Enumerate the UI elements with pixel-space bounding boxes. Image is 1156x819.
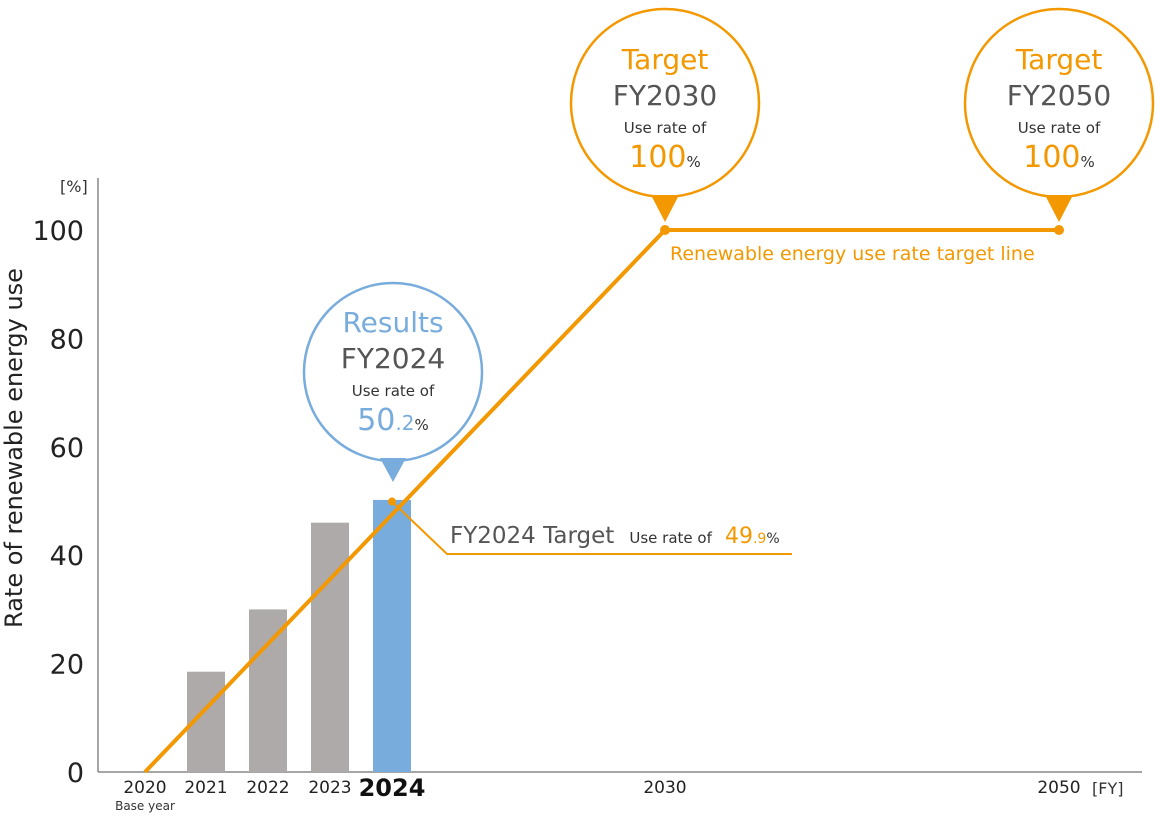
x-tick-2022: 2022 — [246, 778, 289, 798]
callout-results-head: Results — [342, 306, 443, 339]
callout-2030-sub: Use rate of — [624, 119, 707, 137]
callout-2050-head: Target — [1015, 43, 1103, 76]
callout-2050-sub: Use rate of — [1018, 119, 1101, 137]
fy2024-target-annotation: FY2024 Target Use rate of 49.9% — [450, 523, 780, 549]
callout-results-value: 50.2% — [357, 403, 429, 438]
y-tick-0: 0 — [67, 758, 84, 789]
callout-results-2024: Results FY2024 Use rate of 50.2% — [302, 281, 484, 482]
callout-target-2050: Target FY2050 Use rate of 100% — [963, 7, 1155, 222]
y-tick-60: 60 — [50, 433, 84, 464]
bar-2022 — [249, 609, 287, 772]
callout-results-sub: Use rate of — [352, 382, 435, 400]
target-point-2030 — [660, 225, 670, 235]
callout-2030-value: 100% — [629, 140, 701, 175]
callout-results-fy: FY2024 — [341, 342, 445, 375]
callout-2050-pointer — [1045, 195, 1073, 222]
y-tick-20: 20 — [50, 650, 84, 681]
callout-2030-pointer — [651, 195, 679, 222]
fy2024-target-value-main: 49 — [725, 524, 753, 549]
x-tick-2020: 2020 — [123, 778, 166, 798]
callout-2030-head: Target — [621, 43, 709, 76]
y-axis-label: Rate of renewable energy use — [0, 268, 28, 628]
callout-2030-value-num: 100 — [629, 140, 686, 175]
callout-target-2030: Target FY2030 Use rate of 100% — [569, 7, 761, 222]
fy2024-target-leader — [391, 500, 792, 555]
x-tick-sub-2020: Base year — [115, 799, 175, 813]
y-tick-100: 100 — [32, 216, 84, 247]
y-tick-80: 80 — [50, 324, 84, 355]
y-tick-40: 40 — [50, 541, 84, 572]
callout-results-pct: % — [415, 416, 429, 434]
y-tick-labels: 0 20 40 60 80 100 — [32, 216, 84, 789]
callout-2050-value-num: 100 — [1023, 140, 1080, 175]
target-line-label: Renewable energy use rate target line — [670, 243, 1035, 265]
callout-2030-pct: % — [687, 153, 701, 171]
callout-2050-pct: % — [1081, 153, 1095, 171]
bar-2023 — [311, 522, 349, 772]
callout-results-value-dec: .2 — [395, 411, 414, 435]
x-tick-2021: 2021 — [184, 778, 227, 798]
callout-2030-fy: FY2030 — [613, 79, 717, 112]
bar-2024 — [373, 499, 411, 772]
x-tick-2023: 2023 — [308, 778, 351, 798]
callout-2050-fy: FY2050 — [1007, 79, 1111, 112]
callout-results-value-main: 50 — [357, 403, 395, 438]
y-axis-unit: [%] — [60, 177, 88, 196]
fy2024-target-label: FY2024 Target — [450, 523, 614, 549]
target-point-2050 — [1054, 225, 1064, 235]
x-axis-unit: [FY] — [1092, 779, 1123, 798]
callout-results-pointer — [380, 458, 406, 482]
x-tick-2030: 2030 — [643, 778, 686, 798]
fy2024-target-sub: Use rate of — [629, 529, 712, 547]
bars — [187, 499, 411, 772]
fy2024-target-value-dec: .9 — [753, 531, 766, 547]
fy2024-target-pct: % — [766, 531, 779, 547]
callout-2050-value: 100% — [1023, 140, 1095, 175]
x-tick-2050: 2050 — [1037, 778, 1080, 798]
x-tick-2024: 2024 — [359, 774, 426, 802]
